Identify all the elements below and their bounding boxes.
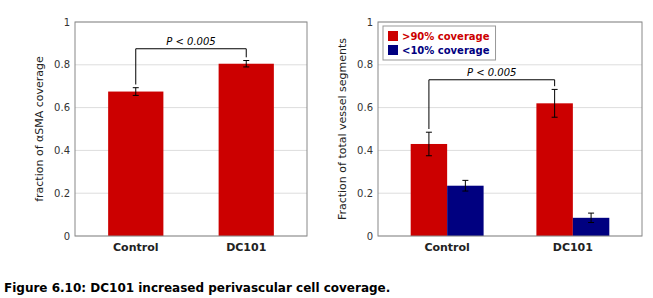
grid-line [378, 64, 642, 65]
plot-area [378, 22, 642, 236]
bar [447, 186, 483, 236]
x-tick-label: Control [113, 241, 158, 254]
significance-bracket [136, 49, 246, 85]
legend-label: <10% coverage [402, 45, 490, 56]
error-bar [462, 180, 468, 191]
error-bar-cap [426, 132, 432, 133]
bar [219, 64, 274, 236]
bar [536, 103, 572, 236]
y-tick-label: 0.8 [54, 59, 70, 70]
plot-area [75, 22, 307, 236]
error-bar-cap [243, 66, 249, 67]
error-bar-cap [552, 117, 558, 118]
y-axis-label: Fraction of total vessel segments [336, 38, 349, 220]
error-bar-stem [554, 89, 555, 117]
bracket-line [429, 80, 555, 129]
figure: 0 0.2 0.4 0.6 0.8 1 Control DC101 fraction of αS… [0, 0, 653, 298]
error-bar-stem [135, 88, 136, 96]
panel: 0 0.2 0.4 0.6 0.8 1 Control DC101 Fraction of to… [336, 17, 642, 255]
y-tick-label: 0.4 [54, 145, 70, 156]
x-tick-label: DC101 [226, 241, 266, 254]
plot-frame [378, 22, 642, 236]
bar [411, 144, 447, 236]
error-bar-cap [133, 95, 139, 96]
y-tick-label: 0.6 [357, 102, 373, 113]
y-tick-label: 0 [64, 231, 70, 242]
error-bar-cap [588, 213, 594, 214]
significance-bracket [429, 80, 555, 129]
legend-swatch [388, 31, 398, 41]
error-bar-cap [552, 89, 558, 90]
annotation: P < 0.005 [166, 36, 215, 47]
error-bar-cap [243, 60, 249, 61]
y-axis-label: fraction of αSMA coverage [33, 56, 46, 202]
y-tick-label: 0.2 [54, 188, 70, 199]
error-bar-stem [428, 132, 429, 156]
legend-frame [383, 26, 496, 60]
bracket-line [136, 49, 246, 85]
caption: Figure 6.10: DC101 increased perivascula… [4, 281, 390, 295]
panel: 0 0.2 0.4 0.6 0.8 1 Control DC101 fraction of αS… [33, 17, 307, 255]
legend: >90% coverage <10% coverage [383, 26, 496, 60]
x-tick-label: Control [424, 241, 469, 254]
error-bar [243, 61, 249, 67]
legend-swatch [388, 45, 398, 55]
error-bar [133, 88, 139, 96]
error-bar-stem [465, 180, 466, 191]
error-bar-stem [246, 61, 247, 67]
error-bar [426, 132, 432, 156]
marks [411, 89, 610, 236]
error-bar-stem [591, 213, 592, 222]
error-bar-cap [462, 191, 468, 192]
y-tick-label: 0.6 [54, 102, 70, 113]
grid-line [378, 107, 642, 108]
error-bar-cap [133, 87, 139, 88]
y-tick-label: 0.8 [357, 59, 373, 70]
x-tick-label: DC101 [553, 241, 593, 254]
plot-frame [75, 22, 307, 236]
y-tick-label: 0.4 [357, 145, 373, 156]
y-tick-label: 0.2 [357, 188, 373, 199]
y-tick-label: 1 [64, 17, 70, 28]
legend-label: >90% coverage [402, 31, 490, 42]
bar [108, 92, 163, 236]
error-bar-cap [426, 155, 432, 156]
error-bar [552, 89, 558, 117]
marks [108, 61, 274, 236]
error-bar [588, 213, 594, 222]
y-tick-label: 0 [367, 231, 373, 242]
annotation: P < 0.005 [467, 67, 516, 78]
error-bar-cap [588, 222, 594, 223]
error-bar-cap [462, 180, 468, 181]
y-tick-label: 1 [367, 17, 373, 28]
